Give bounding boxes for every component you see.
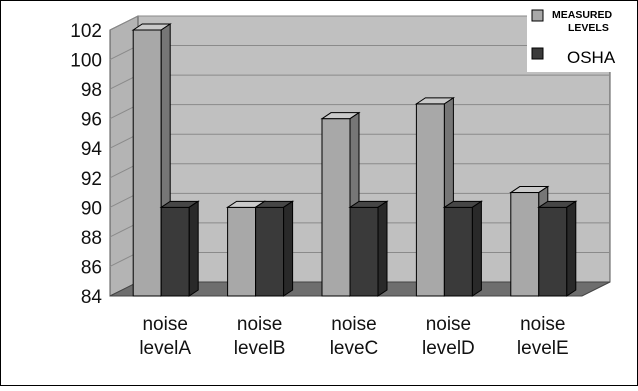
x-tick-label: levelB: [234, 338, 286, 359]
bar-side: [377, 200, 388, 297]
legend-swatch-osha: [531, 47, 544, 60]
bar-front: [132, 29, 162, 297]
bar-front: [510, 192, 540, 297]
y-tick-label: 86: [81, 257, 102, 278]
y-tick-label: 100: [70, 51, 102, 72]
y-tick-label: 88: [81, 228, 102, 249]
bar-osha: [348, 200, 389, 297]
bar-osha: [537, 200, 578, 297]
legend-swatch-measured: [531, 9, 544, 22]
x-tick-label: levelA: [139, 338, 191, 359]
bar-front: [443, 206, 473, 297]
bar-side: [188, 200, 199, 297]
bar-front: [349, 206, 379, 297]
y-tick-label: 90: [81, 198, 102, 219]
bar-front: [255, 206, 285, 297]
y-tick-label: 92: [81, 169, 102, 190]
x-tick-label: leveC: [330, 338, 379, 359]
bar-front: [227, 206, 257, 297]
x-tick-label: noise: [520, 314, 565, 335]
legend-label-osha: OSHA: [567, 48, 616, 67]
legend-label-measured: LEVELS: [568, 22, 609, 34]
y-tick-label: 96: [81, 110, 102, 131]
gridline-side: [109, 15, 139, 31]
bar-front: [321, 118, 351, 297]
x-tick-label: noise: [331, 314, 376, 335]
y-tick-label: 84: [81, 287, 103, 308]
y-tick-label: 98: [81, 80, 102, 101]
legend-box: [527, 4, 635, 72]
legend-label-measured: MEASURED: [552, 9, 613, 21]
x-tick-label: noise: [237, 314, 282, 335]
x-tick-label: levelE: [517, 338, 569, 359]
bar-osha: [253, 200, 295, 297]
y-tick-label: 94: [81, 139, 103, 160]
bar-side: [283, 200, 294, 297]
y-tick-label: 102: [70, 21, 102, 42]
bar-osha: [442, 200, 484, 297]
bar-osha: [159, 200, 200, 297]
bar-front: [160, 206, 190, 297]
bar-side: [566, 200, 577, 297]
x-tick-label: levelD: [422, 338, 475, 359]
bar-front: [415, 103, 445, 297]
bar-side: [471, 200, 482, 297]
x-tick-label: noise: [426, 314, 471, 335]
x-tick-label: noise: [142, 314, 187, 335]
bar-front: [538, 206, 568, 297]
